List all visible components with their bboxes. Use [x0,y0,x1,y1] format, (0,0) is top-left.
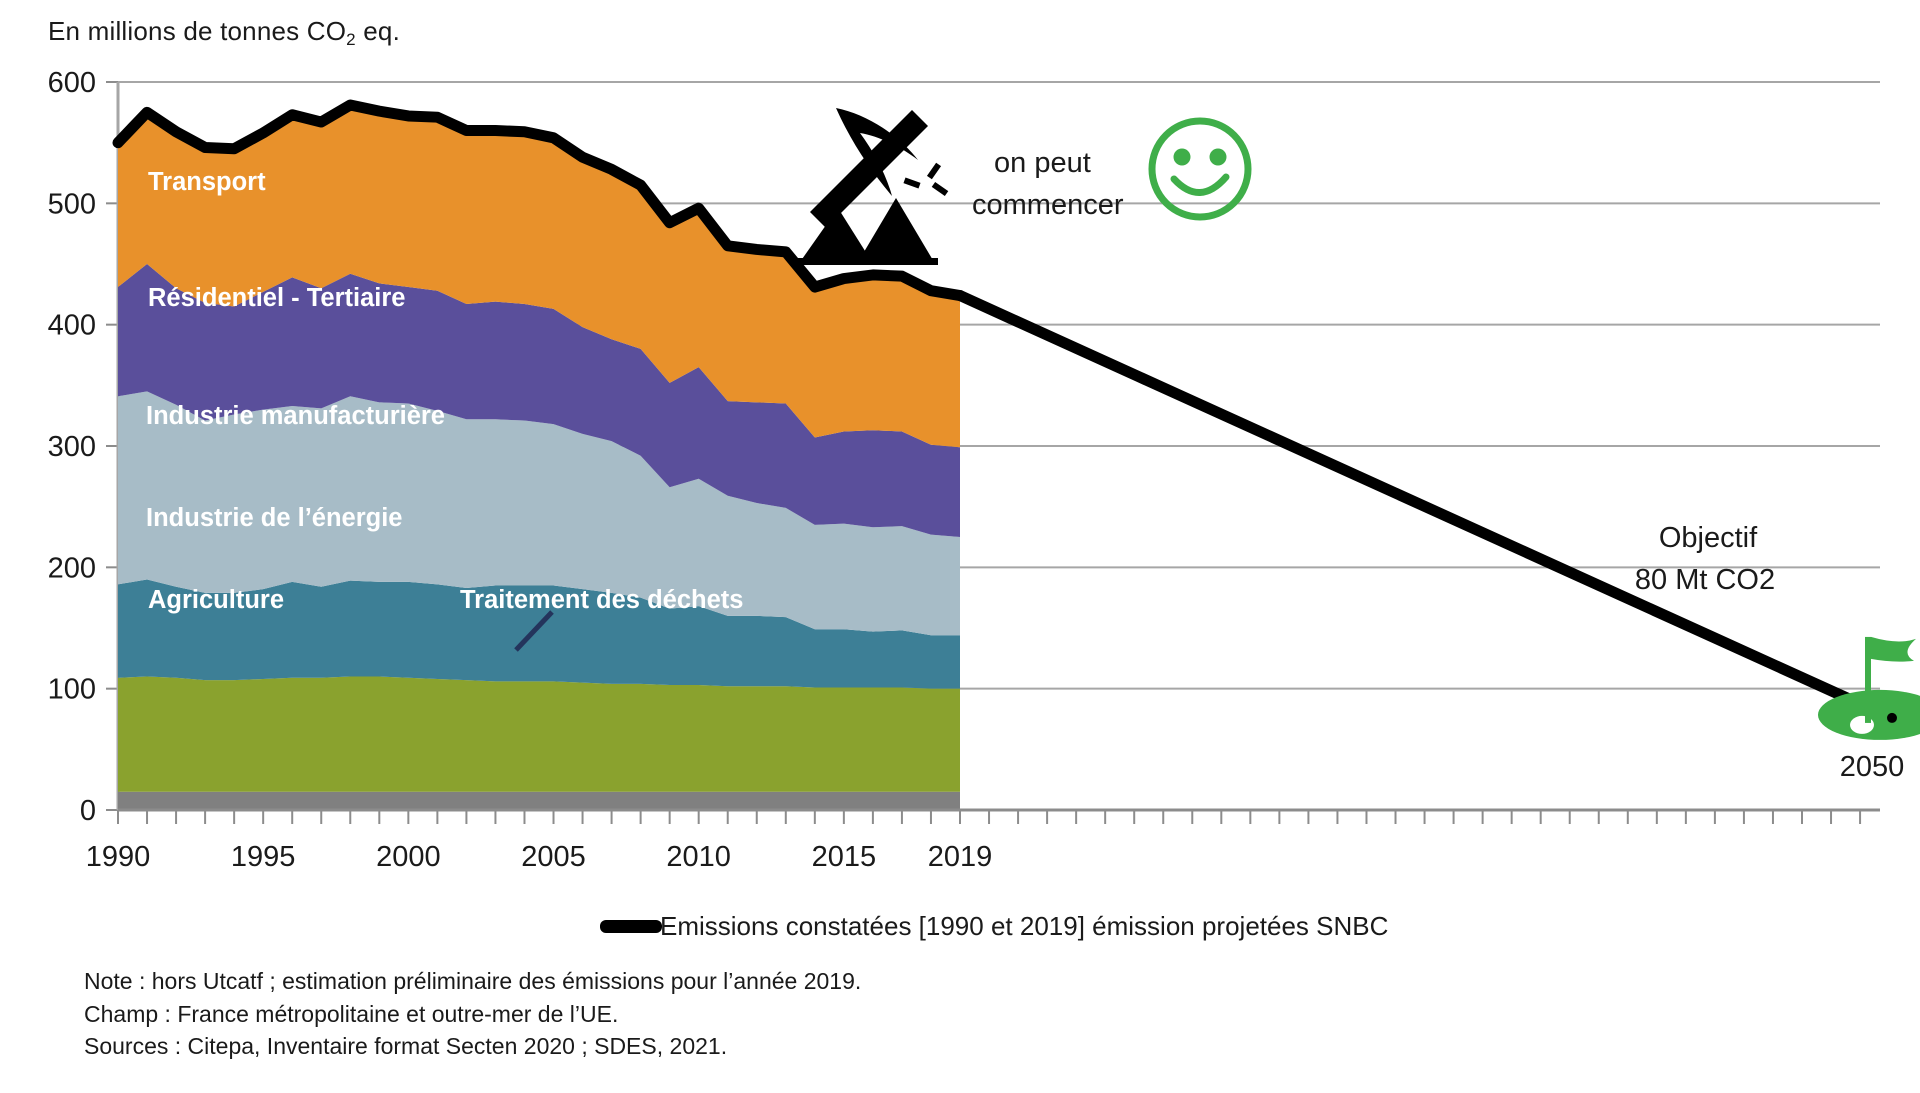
area-band [118,264,960,537]
area-band [118,391,960,636]
footnote-note: Note : hors Utcatf ; estimation prélimin… [84,968,862,994]
area-band [118,579,960,689]
y-tick-label: 200 [48,552,96,584]
axis-title-subscript: 2 [346,30,356,49]
x-tick-label: 1995 [231,841,296,873]
observed-emissions-line [112,99,966,302]
y-axis-unit-title: En millions de tonnes CO2 eq. [48,16,400,49]
axis-title-tail: eq. [355,16,400,46]
footnote-sources: Sources : Citepa, Inventaire format Sect… [84,1033,728,1060]
smiley-face-icon [1148,117,1252,221]
x-tick-label: 2000 [376,841,441,873]
area-band [118,105,960,448]
annotation-start-line1: on peut [994,147,1091,179]
y-tick-label: 400 [48,310,96,342]
x-axis [117,808,1880,824]
band-label-agriculture: Agriculture [148,586,284,614]
legend: Emissions constatées [1990 et 2019] émis… [600,911,1388,941]
y-tick-label: 300 [48,431,96,463]
legend-label-emissions: Emissions constatées [1990 et 2019] émis… [660,911,1388,941]
x-tick-label: 2010 [666,841,731,873]
footnote-champ: Champ : France métropolitaine et outre-m… [84,1000,619,1027]
annotation-target-line2: 80 Mt CO2 [1635,564,1775,596]
x-tick-label: 2015 [812,841,877,873]
band-label-traitement-dechets: Traitement des déchets [460,586,743,614]
annotation-target-year: 2050 [1840,751,1905,783]
x-axis-tick-labels: 1990 1995 2000 2005 2010 2015 2019 [86,841,993,873]
annotation-target-line1: Objectif [1659,522,1758,554]
legend-swatch-emissions [600,920,662,933]
area-band [118,676,960,792]
x-tick-label: 2019 [928,841,993,873]
band-labels: Transport Résidentiel - Tertiaire Indust… [146,168,743,614]
y-axis-tick-labels: 0 100 200 300 400 500 600 [48,67,96,827]
area-bands [118,105,960,810]
leader-line-traitement-dechets [514,610,554,652]
band-label-transport: Transport [148,168,266,196]
pickaxe-icon [798,108,949,265]
x-tick-label: 2005 [521,841,586,873]
area-band [118,791,960,810]
band-label-industrie-energie: Industrie de l’énergie [146,504,402,532]
x-tick-label: 1990 [86,841,151,873]
footnotes: Note : hors Utcatf ; estimation prélimin… [84,965,861,1063]
band-label-industrie-manufacturiere: Industrie manufacturière [146,402,445,430]
band-label-residentiel-tertiaire: Résidentiel - Tertiaire [148,284,405,312]
y-tick-label: 500 [48,188,96,220]
y-tick-label: 0 [80,795,96,827]
y-tick-label: 100 [48,674,96,706]
projected-emissions-line [954,290,1886,719]
annotation-start-line2: commencer [972,189,1124,221]
golf-green-icon [1818,636,1920,740]
axis-title-main: En millions de tonnes CO [48,16,347,46]
y-tick-label: 600 [48,67,96,99]
